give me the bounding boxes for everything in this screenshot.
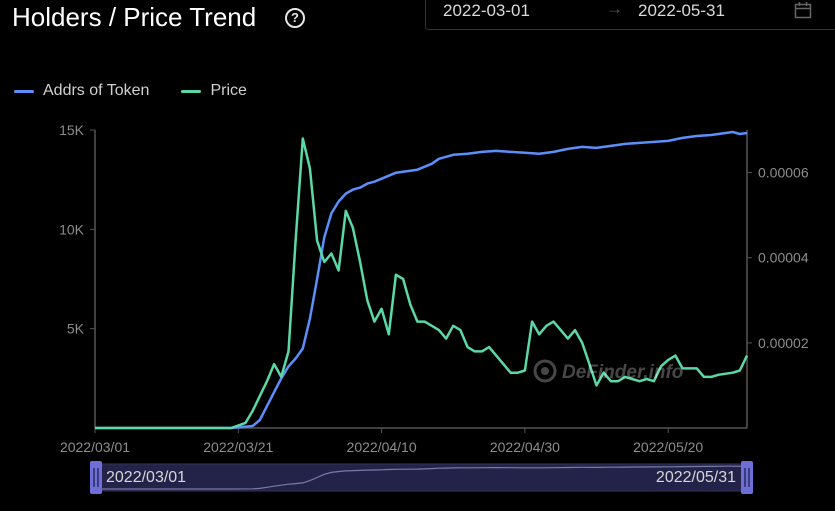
legend-label-addrs: Addrs of Token: [43, 82, 150, 99]
x-tick-label: 2022/05/20: [633, 439, 703, 455]
y-left-tick-label: 10K: [59, 221, 85, 237]
zoom-end-label: 2022/05/31: [656, 469, 736, 486]
date-start-input[interactable]: 2022-03-01: [443, 1, 530, 20]
y-right-tick-label: 0.00002: [758, 335, 809, 351]
series-line-price: [95, 137, 749, 430]
legend-item-addrs[interactable]: Addrs of Token: [14, 82, 149, 100]
calendar-icon[interactable]: [794, 1, 812, 19]
logo-dot: [541, 367, 549, 375]
zoom-start-label: 2022/03/01: [106, 469, 186, 486]
zoom-track[interactable]: [94, 463, 748, 492]
y-left-tick-label: 15K: [59, 122, 85, 138]
legend-swatch-price: [181, 89, 202, 93]
arrow-right-icon: →: [606, 0, 623, 18]
legend-swatch-addrs: [14, 89, 34, 93]
page-title: Holders / Price Trend: [12, 2, 257, 32]
y-right-tick-label: 0.00004: [758, 250, 809, 266]
date-range-picker[interactable]: 2022-03-01 → 2022-05-31: [425, 0, 835, 30]
zoom-handle-left[interactable]: [90, 461, 102, 494]
question-circle-icon[interactable]: ?: [285, 8, 305, 28]
y-right-tick-label: 0.00006: [758, 165, 809, 181]
definder-logo-icon: [533, 359, 557, 383]
zoom-preview-line: [95, 465, 748, 490]
watermark-text: DeFinder.info: [562, 362, 683, 383]
chart-legend: Addrs of Token Price: [14, 82, 247, 100]
x-tick-label: 2022/04/30: [490, 439, 560, 455]
date-end-input[interactable]: 2022-05-31: [638, 1, 725, 20]
zoom-handle-right[interactable]: [741, 461, 753, 494]
x-tick-label: 2022/04/10: [347, 439, 417, 455]
x-tick-label: 2022/03/21: [203, 439, 273, 455]
zoom-handle-left-body[interactable]: [90, 461, 102, 494]
series-line-addrs: [95, 130, 748, 430]
x-tick-label: 2022/03/01: [60, 439, 130, 455]
legend-item-price[interactable]: Price: [181, 82, 247, 100]
y-left-tick-label: 5K: [67, 321, 85, 337]
legend-label-price: Price: [210, 82, 247, 99]
logo-ring: [533, 359, 557, 383]
zoom-handle-right-body[interactable]: [741, 461, 753, 494]
